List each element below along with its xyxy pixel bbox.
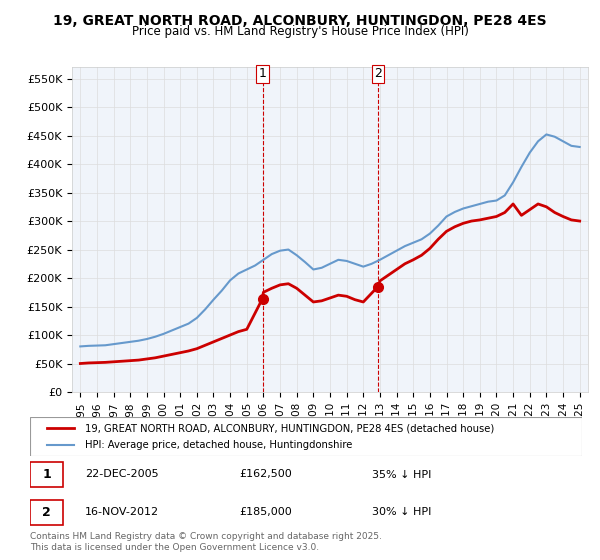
Text: 22-DEC-2005: 22-DEC-2005: [85, 469, 159, 479]
FancyBboxPatch shape: [30, 462, 63, 487]
Text: 1: 1: [42, 468, 51, 481]
Text: 2: 2: [374, 67, 382, 80]
Text: Price paid vs. HM Land Registry's House Price Index (HPI): Price paid vs. HM Land Registry's House …: [131, 25, 469, 38]
Text: Contains HM Land Registry data © Crown copyright and database right 2025.
This d: Contains HM Land Registry data © Crown c…: [30, 532, 382, 552]
Text: HPI: Average price, detached house, Huntingdonshire: HPI: Average price, detached house, Hunt…: [85, 440, 353, 450]
Text: 1: 1: [259, 67, 267, 80]
Text: 19, GREAT NORTH ROAD, ALCONBURY, HUNTINGDON, PE28 4ES (detached house): 19, GREAT NORTH ROAD, ALCONBURY, HUNTING…: [85, 423, 494, 433]
Text: 19, GREAT NORTH ROAD, ALCONBURY, HUNTINGDON, PE28 4ES: 19, GREAT NORTH ROAD, ALCONBURY, HUNTING…: [53, 14, 547, 28]
FancyBboxPatch shape: [30, 417, 582, 456]
Text: 16-NOV-2012: 16-NOV-2012: [85, 507, 160, 517]
Text: 30% ↓ HPI: 30% ↓ HPI: [372, 507, 431, 517]
FancyBboxPatch shape: [30, 500, 63, 525]
Text: £185,000: £185,000: [240, 507, 293, 517]
Text: £162,500: £162,500: [240, 469, 293, 479]
Text: 2: 2: [42, 506, 51, 519]
Text: 35% ↓ HPI: 35% ↓ HPI: [372, 469, 431, 479]
